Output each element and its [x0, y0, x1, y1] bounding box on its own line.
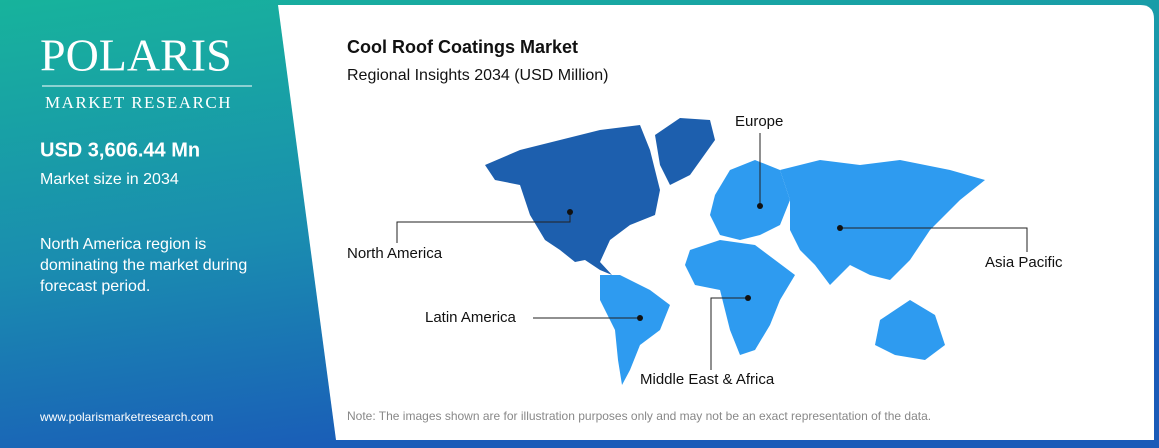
leader-dot: [757, 203, 763, 209]
leaders: [396, 133, 1028, 370]
region-label: Europe: [735, 113, 783, 130]
greenland-shape: [655, 118, 715, 185]
market-size-label: Market size in 2034: [40, 171, 179, 188]
website: www.polarismarketresearch.com: [39, 410, 213, 424]
latin-america-shape: [600, 275, 670, 385]
logo-name: POLARIS: [40, 30, 232, 81]
leader-dot: [837, 225, 843, 231]
region-label: North America: [347, 245, 443, 262]
europe-shape: [710, 160, 790, 240]
logo-tagline: MARKET RESEARCH: [45, 93, 232, 112]
market-size: USD 3,606.44 Mn: [40, 139, 200, 161]
leader-line: [840, 227, 1028, 252]
note: Note: The images shown are for illustrat…: [347, 409, 931, 423]
north-america-shape: [485, 125, 660, 275]
region-label: Asia Pacific: [985, 254, 1063, 271]
leader-line: [396, 212, 571, 243]
leader-dot: [745, 295, 751, 301]
asia-shape: [780, 160, 985, 285]
leader-line: [710, 297, 748, 370]
leader-dot: [637, 315, 643, 321]
region-label: Latin America: [425, 309, 517, 326]
title: Cool Roof Coatings Market: [347, 37, 578, 57]
leader-dot: [567, 209, 573, 215]
world-map: [485, 118, 985, 385]
insight-box: North America region is dominating the m…: [40, 236, 248, 295]
subtitle: Regional Insights 2034 (USD Million): [347, 67, 608, 84]
australia-shape: [875, 300, 945, 360]
region-label: Middle East & Africa: [640, 371, 775, 388]
insight: North America region is dominating the m…: [40, 236, 248, 295]
